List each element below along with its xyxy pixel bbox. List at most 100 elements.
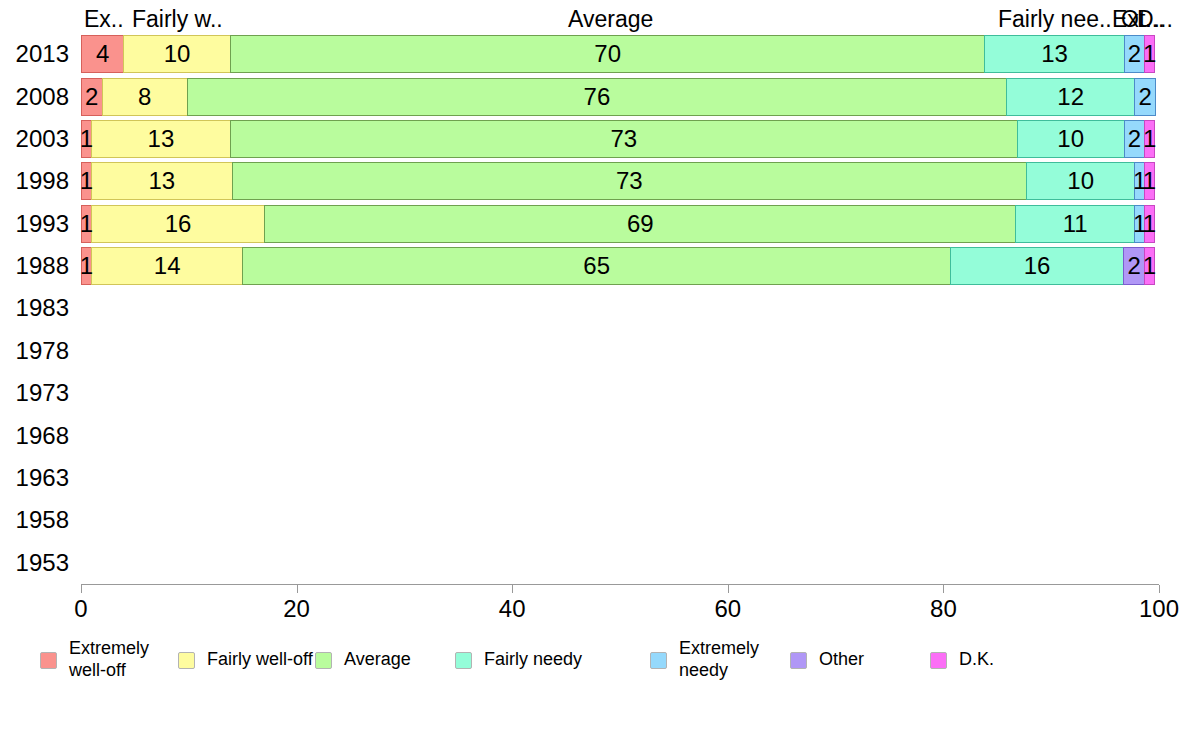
bar-segment-extremely-needy[interactable]: 2 xyxy=(1134,78,1156,116)
year-label: 1973 xyxy=(0,379,81,407)
legend-swatch xyxy=(930,652,947,669)
bar-segment-extremely-well-off[interactable]: 1 xyxy=(81,247,92,285)
bar-segment-average[interactable]: 65 xyxy=(242,247,950,285)
bar-segment-fairly-well-off[interactable]: 16 xyxy=(91,205,265,243)
column-header: Fairly nee.. xyxy=(998,6,1112,32)
bar-segment-fairly-well-off[interactable]: 8 xyxy=(102,78,188,116)
axis-tick-label: 0 xyxy=(74,595,87,623)
bar-segment-extremely-well-off[interactable]: 1 xyxy=(81,205,92,243)
legend-swatch xyxy=(455,652,472,669)
legend-swatch xyxy=(315,652,332,669)
segment-value-label: 14 xyxy=(154,252,181,280)
column-header: Fairly w.. xyxy=(132,6,223,32)
bar-segment-extremely-well-off[interactable]: 2 xyxy=(81,78,103,116)
legend-label: Extremelywell-off xyxy=(69,638,149,682)
segment-value-label: 10 xyxy=(1067,167,1094,195)
year-label: 1983 xyxy=(0,294,81,322)
legend-item-fairly-well-off[interactable]: Fairly well-off xyxy=(178,634,313,686)
legend-item-fairly-needy[interactable]: Fairly needy xyxy=(455,634,582,686)
bar-segment-fairly-needy[interactable]: 13 xyxy=(984,35,1124,73)
legend-item-other[interactable]: Other xyxy=(790,634,864,686)
bar-segment-average[interactable]: 69 xyxy=(264,205,1016,243)
legend-item-extremely-well-off[interactable]: Extremelywell-off xyxy=(40,634,149,686)
bar-segment-average[interactable]: 73 xyxy=(230,120,1018,158)
bar-segment-fairly-well-off[interactable]: 13 xyxy=(91,120,231,158)
axis-tick-label: 20 xyxy=(283,595,310,623)
bar-segment-extremely-well-off[interactable]: 1 xyxy=(81,120,92,158)
segment-value-label: 1 xyxy=(80,252,93,280)
bar-segment-fairly-well-off[interactable]: 14 xyxy=(91,247,244,285)
bar-segment-d-k-[interactable]: 1 xyxy=(1144,247,1155,285)
stacked-bar xyxy=(81,501,1160,539)
legend: Extremelywell-off Fairly well-off Average F… xyxy=(0,634,1188,690)
chart-row: 1978 xyxy=(0,330,1160,372)
stacked-bar xyxy=(81,417,1160,455)
stacked-bar xyxy=(81,459,1160,497)
bar-segment-average[interactable]: 73 xyxy=(232,162,1028,200)
bar-segment-fairly-needy[interactable]: 10 xyxy=(1026,162,1135,200)
chart-row: 2013410701321 xyxy=(0,33,1160,75)
stacked-bar xyxy=(81,544,1160,582)
bar-segment-extremely-well-off[interactable]: 1 xyxy=(81,162,92,200)
segment-value-label: 2 xyxy=(85,83,98,111)
segment-value-label: 12 xyxy=(1057,83,1084,111)
chart-row: 20082876122 xyxy=(0,75,1160,117)
legend-item-average[interactable]: Average xyxy=(315,634,411,686)
bar-segment-fairly-well-off[interactable]: 10 xyxy=(123,35,231,73)
axis-tick-label: 60 xyxy=(714,595,741,623)
bar-segment-d-k-[interactable]: 1 xyxy=(1144,35,1155,73)
bar-segment-average[interactable]: 70 xyxy=(230,35,985,73)
segment-value-label: 10 xyxy=(164,40,191,68)
legend-label: Average xyxy=(344,649,411,671)
bar-segment-fairly-well-off[interactable]: 13 xyxy=(91,162,233,200)
bar-segment-extremely-well-off[interactable]: 4 xyxy=(81,35,124,73)
plot-rows: 2013410701321200828761222003113731021199… xyxy=(0,33,1160,584)
bar-segment-other[interactable]: 2 xyxy=(1123,247,1145,285)
bar-segment-d-k-[interactable]: 1 xyxy=(1144,162,1155,200)
segment-value-label: 65 xyxy=(583,252,610,280)
segment-value-label: 1 xyxy=(1143,210,1156,238)
axis-tick xyxy=(512,585,513,593)
segment-value-label: 1 xyxy=(1143,40,1156,68)
axis-tick-label: 40 xyxy=(499,595,526,623)
legend-item-d-k-[interactable]: D.K. xyxy=(930,634,994,686)
segment-value-label: 13 xyxy=(1041,40,1068,68)
bar-segment-fairly-needy[interactable]: 11 xyxy=(1015,205,1135,243)
segment-value-label: 16 xyxy=(1024,252,1051,280)
bar-segment-d-k-[interactable]: 1 xyxy=(1144,120,1155,158)
segment-value-label: 10 xyxy=(1057,125,1084,153)
stacked-bar xyxy=(81,374,1160,412)
segment-value-label: 1 xyxy=(1143,167,1156,195)
segment-value-label: 76 xyxy=(584,83,611,111)
chart-row: 1983 xyxy=(0,287,1160,329)
year-label: 1998 xyxy=(0,167,81,195)
stacked-bar-chart-page: Ex..Fairly w..AverageFairly nee..Ex..Ot.… xyxy=(0,0,1188,736)
year-label: 1963 xyxy=(0,464,81,492)
stacked-bar: 113731011 xyxy=(81,162,1160,200)
year-label: 1968 xyxy=(0,422,81,450)
segment-value-label: 1 xyxy=(80,125,93,153)
segment-value-label: 13 xyxy=(148,167,175,195)
stacked-bar: 2876122 xyxy=(81,78,1160,116)
chart-row: 1958 xyxy=(0,499,1160,541)
year-label: 1958 xyxy=(0,506,81,534)
stacked-bar: 410701321 xyxy=(81,35,1160,73)
segment-value-label: 73 xyxy=(616,167,643,195)
legend-item-extremely-needy[interactable]: Extremelyneedy xyxy=(650,634,759,686)
bar-segment-fairly-needy[interactable]: 16 xyxy=(950,247,1124,285)
column-header: Average xyxy=(568,6,653,32)
chart-row: 1973 xyxy=(0,372,1160,414)
bar-segment-fairly-needy[interactable]: 10 xyxy=(1017,120,1125,158)
bar-segment-fairly-needy[interactable]: 12 xyxy=(1006,78,1135,116)
segment-value-label: 1 xyxy=(80,210,93,238)
column-header: Ex.. xyxy=(84,6,124,32)
legend-label: D.K. xyxy=(959,649,994,671)
bar-segment-d-k-[interactable]: 1 xyxy=(1144,205,1155,243)
axis-tick xyxy=(81,585,82,593)
segment-value-label: 70 xyxy=(594,40,621,68)
legend-swatch xyxy=(790,652,807,669)
legend-label: Fairly needy xyxy=(484,649,582,671)
year-label: 2008 xyxy=(0,83,81,111)
bar-segment-average[interactable]: 76 xyxy=(187,78,1007,116)
chart-row: 1988114651621 xyxy=(0,245,1160,287)
